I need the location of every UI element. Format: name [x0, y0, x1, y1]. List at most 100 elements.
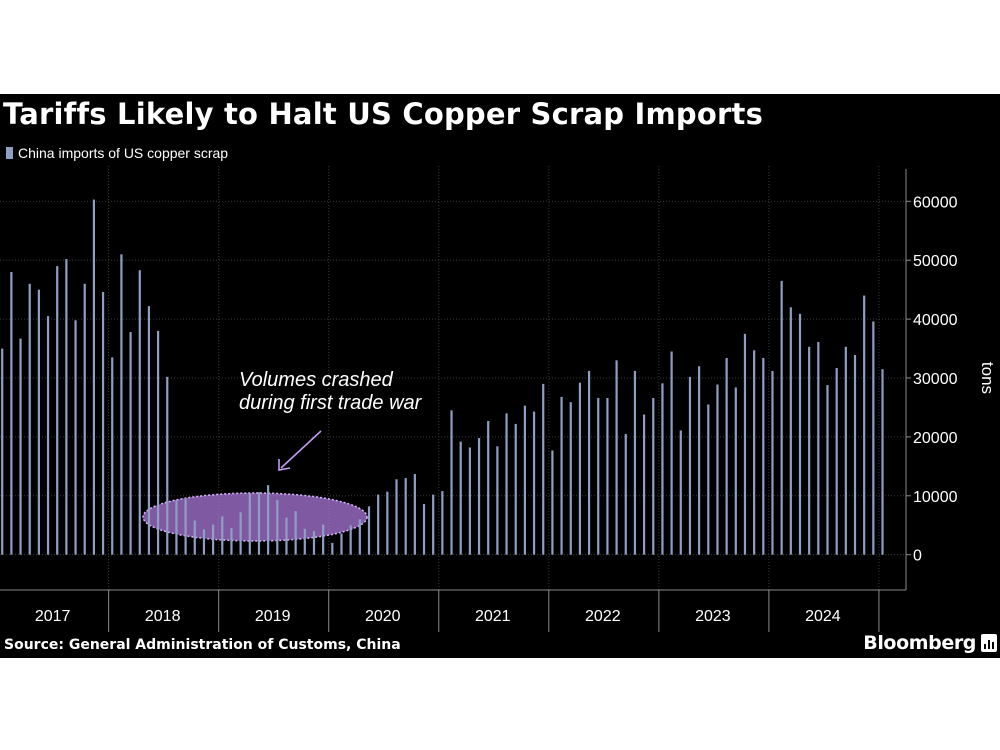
- bar: [10, 272, 13, 555]
- bar: [193, 520, 196, 555]
- bar: [166, 376, 169, 555]
- bar: [615, 360, 618, 555]
- source-note: Source: General Administration of Custom…: [4, 637, 401, 653]
- bar-layer: [1, 199, 884, 555]
- bar: [633, 370, 637, 555]
- bar: [844, 346, 847, 555]
- bar: [707, 404, 710, 555]
- annotation-line-2: during first trade war: [239, 392, 423, 414]
- bar: [120, 254, 123, 555]
- bar: [835, 367, 838, 555]
- x-tick-label: 2023: [695, 608, 731, 625]
- bar: [505, 413, 508, 555]
- bar: [716, 384, 719, 555]
- bar: [771, 370, 774, 555]
- grid-layer: [0, 166, 905, 590]
- bar: [542, 383, 545, 555]
- bar: [19, 338, 22, 555]
- bar: [404, 478, 407, 555]
- y-tick-label: 50000: [913, 253, 958, 270]
- y-tick-label: 0: [913, 548, 922, 565]
- bar: [468, 447, 471, 555]
- bar: [725, 357, 728, 555]
- bar: [111, 357, 114, 555]
- bar: [780, 280, 783, 555]
- bar: [367, 506, 371, 555]
- bar: [798, 313, 802, 555]
- highlight-ellipse: [142, 492, 368, 542]
- bar: [496, 446, 499, 555]
- bar: [808, 346, 811, 555]
- legend-swatch: [6, 147, 13, 159]
- legend: China imports of US copper scrap: [6, 144, 228, 162]
- bar: [377, 494, 380, 555]
- bar: [101, 292, 105, 555]
- bar: [37, 289, 40, 555]
- x-tick-label: 2020: [365, 608, 401, 625]
- x-tick-label: 2022: [585, 608, 621, 625]
- bar: [652, 398, 655, 555]
- y-tick-label: 40000: [913, 312, 958, 329]
- bar: [532, 411, 536, 555]
- legend-label: China imports of US copper scrap: [18, 145, 229, 161]
- bar: [487, 420, 490, 555]
- bar: [753, 350, 756, 555]
- bar: [257, 492, 261, 555]
- bar: [606, 398, 609, 555]
- x-tick-label: 2021: [475, 608, 511, 625]
- bar: [331, 542, 334, 555]
- bar: [450, 410, 453, 555]
- bar: [422, 504, 426, 555]
- bar: [1, 348, 4, 555]
- bar: [743, 333, 747, 555]
- bar: [459, 441, 462, 555]
- bar: [294, 511, 297, 555]
- bar: [175, 500, 178, 555]
- bar: [789, 307, 792, 555]
- bar: [28, 283, 31, 555]
- chart-title: Tariffs Likely to Halt US Copper Scrap I…: [3, 97, 764, 131]
- bar: [349, 525, 352, 555]
- bar: [221, 516, 224, 555]
- bar: [285, 517, 288, 555]
- bar: [239, 512, 242, 555]
- bar: [65, 259, 68, 555]
- bar: [92, 199, 95, 555]
- bar: [413, 473, 416, 555]
- bar-chart: 0 10000 20000 30000 40000 50000 60000 tons 2017 2…: [0, 166, 997, 632]
- bar: [147, 306, 151, 555]
- bar: [230, 528, 233, 555]
- y-tick-label: 20000: [913, 430, 958, 447]
- bar: [762, 357, 765, 555]
- bar: [523, 405, 526, 555]
- bar: [432, 494, 435, 555]
- y-axis-label: tons: [978, 362, 997, 394]
- bar: [74, 320, 77, 555]
- annotation-arrow: [280, 430, 322, 469]
- bar: [688, 376, 692, 555]
- bar: [881, 369, 884, 555]
- y-tick-label: 30000: [913, 371, 958, 388]
- bar: [129, 332, 132, 555]
- y-tick-label: 60000: [913, 194, 958, 211]
- bar: [184, 498, 187, 555]
- bar: [303, 528, 306, 555]
- bar: [624, 433, 627, 555]
- bar: [202, 529, 206, 555]
- bar: [276, 499, 279, 555]
- bar: [322, 524, 325, 555]
- bar: [395, 479, 398, 555]
- x-tick-label: 2019: [255, 608, 291, 625]
- bar: [138, 270, 141, 555]
- bar: [560, 396, 563, 555]
- bar: [56, 266, 59, 555]
- bar: [661, 383, 664, 555]
- bar: [817, 342, 820, 555]
- bar: [597, 398, 600, 555]
- x-tick-label: 2017: [35, 608, 71, 625]
- bar: [872, 321, 875, 555]
- bar: [551, 450, 554, 555]
- bar: [156, 330, 160, 555]
- bar: [670, 351, 673, 555]
